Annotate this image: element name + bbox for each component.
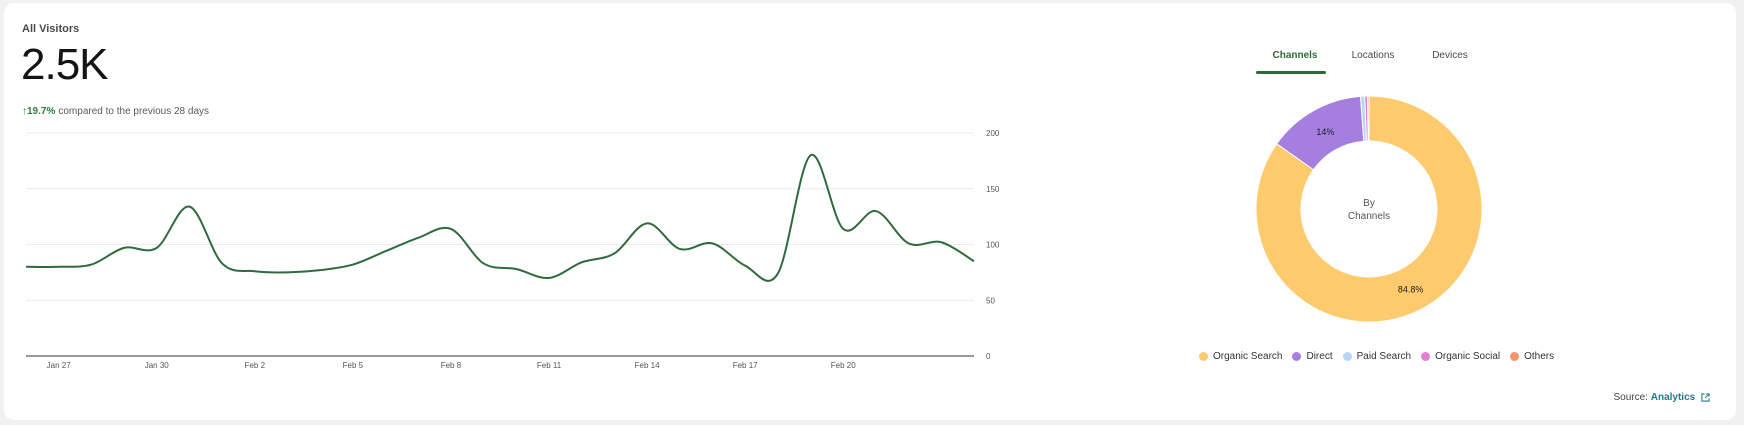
delta-summary: ↑19.7% compared to the previous 28 days [22,106,209,117]
breakdown-tabs: Channels Locations Devices [1252,45,1472,75]
legend-item-direct[interactable]: Direct [1292,351,1333,362]
external-link-icon[interactable] [1701,393,1710,402]
donut-slice-organic-search[interactable] [1255,95,1483,323]
donut-data-label: 84.8% [1398,284,1424,294]
delta-percent: 19.7% [27,106,56,117]
active-tab-indicator [1256,71,1326,74]
y-tick-label: 0 [986,352,991,361]
x-tick-label: Feb 17 [733,361,758,370]
x-tick-label: Feb 8 [441,361,462,370]
source-label: Source: [1613,392,1648,403]
x-tick-label: Feb 14 [635,361,660,370]
tab-channels[interactable]: Channels [1272,50,1318,61]
x-tick-label: Jan 30 [145,361,170,370]
y-tick-label: 150 [986,185,1000,194]
total-visitors: 2.5K [21,40,109,89]
legend-item-paid-search[interactable]: Paid Search [1342,351,1411,362]
delta-text: compared to the previous 28 days [58,106,210,117]
analytics-link[interactable]: Analytics [1650,392,1696,403]
donut-slice-others[interactable] [1367,95,1370,142]
donut-center-label: By [1363,198,1375,209]
donut-center-label: Channels [1348,211,1390,222]
legend-swatch [1292,352,1302,361]
visitors-line-chart: 0 50 100 150 200 Jan 27 Jan 30 Feb 2 Feb 5 Feb 8 F… [25,129,1000,370]
legend-swatch [1421,352,1431,361]
y-tick-label: 100 [986,241,1000,250]
arrow-up-icon: ↑ [22,106,27,117]
x-tick-label: Feb 11 [537,361,562,370]
donut-data-label: 14% [1316,127,1334,137]
x-tick-label: Feb 20 [831,361,856,370]
y-tick-label: 200 [986,129,1000,138]
legend-item-organic-social[interactable]: Organic Social [1421,351,1500,362]
tab-locations[interactable]: Locations [1351,50,1395,61]
legend-item-organic-search[interactable]: Organic Search [1199,351,1282,362]
legend-item-others[interactable]: Others [1510,351,1554,362]
legend-swatch [1342,352,1352,361]
y-tick-label: 50 [986,296,995,305]
donut-legend: Organic Search Direct Paid Search Organi… [1199,351,1554,362]
channels-donut-chart: 84.8% 14% By Channels [1255,95,1483,323]
source-footer: Source: Analytics [1614,392,1711,403]
tab-devices[interactable]: Devices [1432,50,1468,61]
legend-swatch [1199,352,1208,361]
x-tick-label: Feb 5 [343,361,364,370]
visitors-series-line [25,154,975,282]
x-tick-label: Jan 27 [47,361,72,370]
legend-swatch [1510,352,1520,361]
x-tick-label: Feb 2 [245,361,266,370]
visitors-card: All Visitors 2.5K ↑19.7% compared to the … [4,3,1736,420]
card-title: All Visitors [22,23,80,35]
